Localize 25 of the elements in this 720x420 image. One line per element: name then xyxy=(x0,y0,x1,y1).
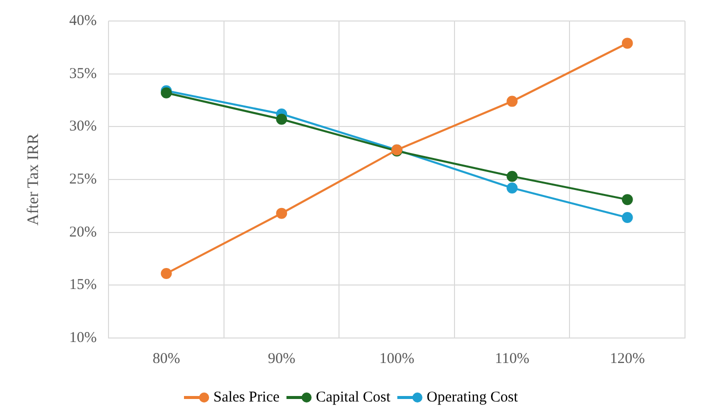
y-tick-label: 20% xyxy=(69,224,97,240)
y-axis-title: After Tax IRR xyxy=(24,133,42,226)
x-tick-label: 110% xyxy=(494,350,530,367)
legend-label: Capital Cost xyxy=(312,389,392,406)
x-tick-label: 100% xyxy=(379,350,414,367)
point xyxy=(622,38,633,49)
point xyxy=(622,194,633,206)
y-tick-label: 10% xyxy=(69,330,97,346)
point xyxy=(506,170,518,182)
legend-label: Sales Price xyxy=(210,389,280,406)
point xyxy=(506,182,518,194)
y-tick-label: 30% xyxy=(69,118,97,135)
point xyxy=(506,96,518,107)
legend-label: Operating Cost xyxy=(422,389,519,406)
y-tick-label: 35% xyxy=(69,66,97,82)
x-tick-label: 120% xyxy=(610,350,645,367)
point xyxy=(276,208,288,219)
y-tick-label: 40% xyxy=(69,12,97,29)
x-tick-label: 90% xyxy=(268,350,296,367)
y-tick-label: 15% xyxy=(69,277,97,294)
y-tick-label: 25% xyxy=(69,171,97,188)
x-tick-label: 80% xyxy=(152,350,180,367)
point xyxy=(276,114,288,125)
point xyxy=(622,212,633,224)
point xyxy=(160,268,172,280)
